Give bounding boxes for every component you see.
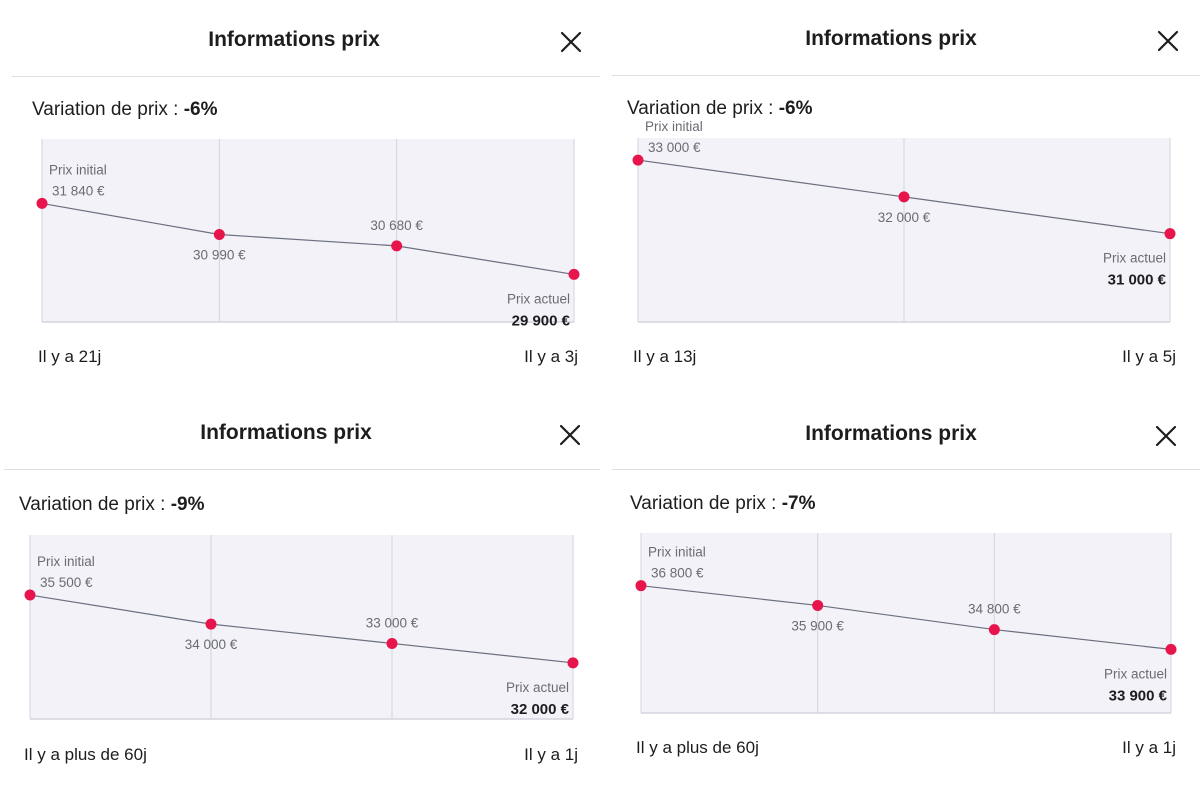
- panel-title: Informations prix: [208, 28, 380, 51]
- data-label: 36 800 €: [651, 566, 704, 581]
- end-caption: Prix actuel: [1103, 251, 1166, 266]
- time-label-end: Il y a 1j: [1122, 738, 1176, 757]
- panel-title: Informations prix: [200, 421, 372, 444]
- variation-label: Variation de prix :: [627, 98, 774, 119]
- close-icon[interactable]: [1154, 424, 1178, 448]
- time-label-end: Il y a 3j: [524, 347, 578, 366]
- data-point: [632, 154, 644, 166]
- price-panel-4: Informations prix Variation de prix : -7…: [600, 392, 1200, 800]
- data-point: [213, 229, 225, 241]
- price-chart: Prix initial 33 000 € 32 000 € Prix actuel 3…: [632, 119, 1176, 323]
- data-label: 32 000 €: [878, 210, 931, 225]
- data-label: 31 000 €: [1108, 272, 1167, 289]
- time-label-start: Il y a plus de 60j: [24, 745, 147, 764]
- price-line: [640, 585, 1172, 650]
- data-label: 30 990 €: [193, 248, 246, 263]
- price-variation: Variation de prix : -6%: [32, 99, 218, 121]
- time-label-start: Il y a 13j: [633, 347, 697, 366]
- price-panel-1: Informations prix Variation de prix : -6…: [0, 0, 600, 392]
- data-label: 34 800 €: [968, 602, 1021, 617]
- header-divider: [4, 469, 600, 470]
- data-label: 35 900 €: [791, 618, 844, 633]
- price-variation: Variation de prix : -9%: [19, 494, 205, 516]
- data-point: [812, 599, 824, 611]
- end-caption: Prix actuel: [1104, 666, 1167, 681]
- price-chart: Prix initial 31 840 € 30 990 € 30 680 € Prix…: [36, 139, 580, 329]
- price-line: [41, 202, 575, 276]
- data-label: 33 000 €: [366, 615, 419, 630]
- end-caption: Prix actuel: [507, 291, 570, 306]
- data-point: [386, 637, 398, 649]
- close-icon[interactable]: [558, 423, 582, 447]
- panel-title: Informations prix: [805, 422, 977, 445]
- data-point: [1164, 228, 1176, 240]
- variation-label: Variation de prix :: [19, 494, 166, 515]
- price-variation: Variation de prix : -7%: [630, 493, 816, 515]
- data-point: [988, 624, 1000, 636]
- header-divider: [612, 75, 1200, 76]
- variation-value: -6%: [183, 99, 218, 120]
- header-divider: [612, 469, 1200, 470]
- close-icon[interactable]: [559, 30, 583, 54]
- variation-value: -6%: [778, 98, 813, 119]
- close-icon[interactable]: [1156, 29, 1180, 53]
- price-panel-3: Informations prix Variation de prix : -9…: [0, 392, 600, 800]
- panel-title: Informations prix: [805, 27, 977, 50]
- variation-label: Variation de prix :: [630, 493, 777, 514]
- data-point: [568, 268, 580, 280]
- start-caption: Prix initial: [645, 119, 703, 134]
- variation-value: -7%: [781, 493, 816, 514]
- price-panel-2: Informations prix Variation de prix : -6…: [600, 0, 1200, 392]
- data-point: [391, 240, 403, 252]
- data-label: 32 000 €: [511, 701, 570, 718]
- plot-area: [641, 533, 1171, 713]
- end-caption: Prix actuel: [506, 680, 569, 695]
- start-caption: Prix initial: [648, 545, 706, 560]
- data-point: [898, 191, 910, 203]
- time-label-start: Il y a 21j: [38, 347, 102, 366]
- plot-area: [42, 139, 574, 322]
- variation-value: -9%: [170, 494, 205, 515]
- start-caption: Prix initial: [49, 162, 107, 177]
- data-label: 30 680 €: [370, 218, 423, 233]
- price-variation: Variation de prix : -6%: [627, 98, 813, 120]
- price-chart: Prix initial 36 800 € 35 900 € 34 800 € Prix…: [635, 533, 1177, 714]
- data-label: 35 500 €: [40, 575, 93, 590]
- header-divider: [12, 76, 600, 77]
- variation-label: Variation de prix :: [32, 99, 179, 120]
- time-label-end: Il y a 5j: [1122, 347, 1176, 366]
- data-point: [36, 197, 48, 209]
- data-label: 33 000 €: [648, 140, 701, 155]
- start-caption: Prix initial: [37, 554, 95, 569]
- data-label: 33 900 €: [1109, 687, 1168, 704]
- plot-area: [30, 535, 573, 719]
- data-point: [24, 589, 36, 601]
- data-label: 31 840 €: [52, 183, 105, 198]
- data-label: 34 000 €: [185, 637, 238, 652]
- price-line: [29, 594, 574, 664]
- time-label-end: Il y a 1j: [524, 745, 578, 764]
- time-label-start: Il y a plus de 60j: [636, 738, 759, 757]
- price-chart: Prix initial 35 500 € 34 000 € 33 000 € Prix…: [24, 535, 579, 720]
- data-point: [635, 580, 647, 592]
- data-point: [205, 618, 217, 630]
- data-point: [1165, 643, 1177, 655]
- data-label: 29 900 €: [512, 312, 571, 329]
- data-point: [567, 657, 579, 669]
